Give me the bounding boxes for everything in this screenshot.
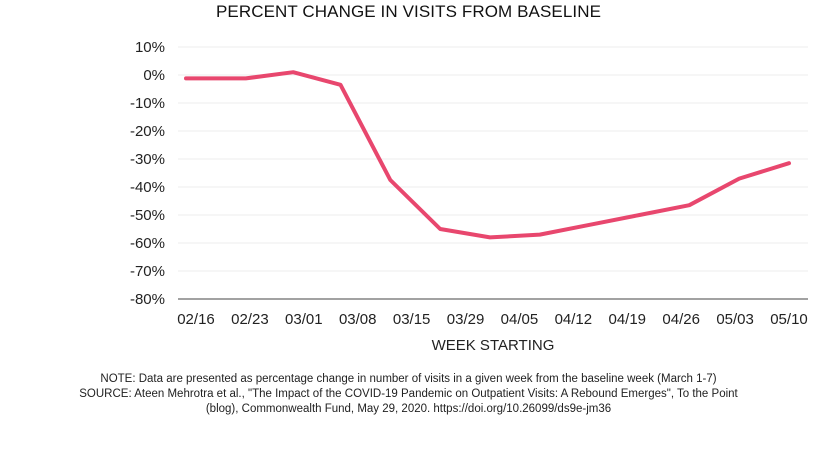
x-axis-ticks: 02/16 02/23 03/01 03/08 03/15 03/29 04/05 04/12… bbox=[177, 311, 808, 328]
x-tick-label: 04/26 bbox=[662, 311, 700, 328]
source-line-continued: (blog), Commonwealth Fund, May 29, 2020.… bbox=[205, 403, 612, 415]
x-tick-label: 04/12 bbox=[555, 311, 593, 328]
x-tick-label: 02/16 bbox=[177, 311, 215, 328]
x-tick-label: 05/03 bbox=[716, 311, 754, 328]
y-tick-label: -50% bbox=[130, 207, 165, 224]
x-tick-label: 03/15 bbox=[393, 311, 431, 328]
x-tick-label: 04/19 bbox=[608, 311, 646, 328]
y-tick-label: -40% bbox=[130, 179, 165, 196]
y-tick-label: -70% bbox=[130, 263, 165, 280]
series-line bbox=[184, 70, 791, 240]
x-tick-label: 04/05 bbox=[501, 311, 539, 328]
chart-title: PERCENT CHANGE IN VISITS FROM BASELINE bbox=[215, 2, 602, 21]
y-tick-label: -20% bbox=[130, 123, 165, 140]
y-axis-ticks: 10% 0% -10% -20% -30% -40% -50% -60% -70% -80% bbox=[130, 39, 165, 308]
chart-notes: NOTE: Data are presented as percentage c… bbox=[0, 372, 817, 417]
y-tick-label: -60% bbox=[130, 235, 165, 252]
source-line: SOURCE: Ateen Mehrotra et al., "The Impa… bbox=[79, 388, 738, 400]
x-axis-title: WEEK STARTING bbox=[432, 337, 555, 354]
x-tick-label: 02/23 bbox=[231, 311, 269, 328]
y-tick-label: -80% bbox=[130, 291, 165, 308]
y-tick-label: 10% bbox=[135, 39, 165, 56]
note-line: NOTE: Data are presented as percentage c… bbox=[100, 373, 717, 385]
x-tick-label: 03/08 bbox=[339, 311, 377, 328]
y-tick-label: -30% bbox=[130, 151, 165, 168]
x-tick-label: 03/01 bbox=[285, 311, 323, 328]
y-tick-label: 0% bbox=[143, 67, 165, 84]
x-tick-label: 05/10 bbox=[770, 311, 808, 328]
y-tick-label: -10% bbox=[130, 95, 165, 112]
x-tick-label: 03/29 bbox=[447, 311, 485, 328]
